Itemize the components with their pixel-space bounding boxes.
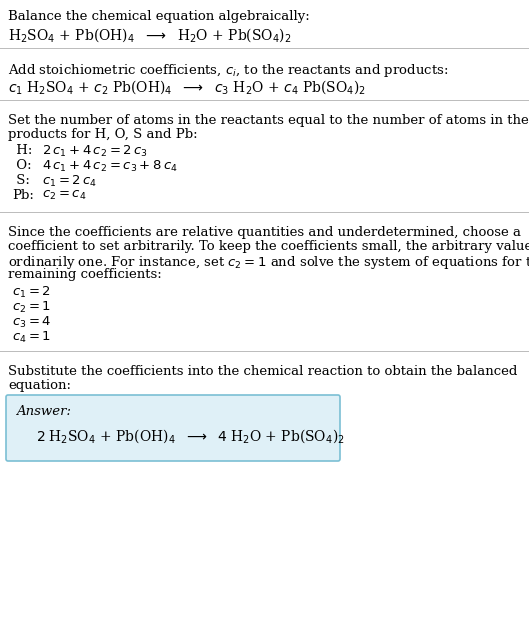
Text: $c_1 = 2$: $c_1 = 2$: [12, 285, 51, 300]
Text: $c_3 = 4$: $c_3 = 4$: [12, 315, 51, 330]
Text: O:: O:: [12, 159, 32, 172]
Text: $c_1$ H$_2$SO$_4$ + $c_2$ Pb(OH)$_4$  $\longrightarrow$  $c_3$ H$_2$O + $c_4$ Pb: $c_1$ H$_2$SO$_4$ + $c_2$ Pb(OH)$_4$ $\l…: [8, 78, 366, 96]
Text: $c_2 = c_4$: $c_2 = c_4$: [42, 189, 86, 202]
Text: $2\;$H$_2$SO$_4$ + Pb(OH)$_4$  $\longrightarrow$  $4\;$H$_2$O + Pb(SO$_4$)$_2$: $2\;$H$_2$SO$_4$ + Pb(OH)$_4$ $\longrigh…: [36, 427, 345, 445]
Text: $2\,c_1 + 4\,c_2 = 2\,c_3$: $2\,c_1 + 4\,c_2 = 2\,c_3$: [42, 144, 148, 159]
Text: H$_2$SO$_4$ + Pb(OH)$_4$  $\longrightarrow$  H$_2$O + Pb(SO$_4$)$_2$: H$_2$SO$_4$ + Pb(OH)$_4$ $\longrightarro…: [8, 26, 291, 44]
Text: remaining coefficients:: remaining coefficients:: [8, 268, 162, 281]
Text: H:: H:: [12, 144, 32, 157]
Text: coefficient to set arbitrarily. To keep the coefficients small, the arbitrary va: coefficient to set arbitrarily. To keep …: [8, 240, 529, 253]
Text: $c_2 = 1$: $c_2 = 1$: [12, 300, 51, 315]
Text: equation:: equation:: [8, 379, 71, 392]
Text: ordinarily one. For instance, set $c_2 = 1$ and solve the system of equations fo: ordinarily one. For instance, set $c_2 =…: [8, 254, 529, 271]
Text: $4\,c_1 + 4\,c_2 = c_3 + 8\,c_4$: $4\,c_1 + 4\,c_2 = c_3 + 8\,c_4$: [42, 159, 178, 174]
Text: Add stoichiometric coefficients, $c_i$, to the reactants and products:: Add stoichiometric coefficients, $c_i$, …: [8, 62, 449, 79]
Text: $c_1 = 2\,c_4$: $c_1 = 2\,c_4$: [42, 174, 97, 189]
Text: Set the number of atoms in the reactants equal to the number of atoms in the: Set the number of atoms in the reactants…: [8, 114, 529, 127]
Text: Substitute the coefficients into the chemical reaction to obtain the balanced: Substitute the coefficients into the che…: [8, 365, 517, 378]
FancyBboxPatch shape: [6, 395, 340, 461]
Text: products for H, O, S and Pb:: products for H, O, S and Pb:: [8, 128, 198, 141]
Text: Answer:: Answer:: [16, 405, 71, 418]
Text: S:: S:: [12, 174, 30, 187]
Text: Since the coefficients are relative quantities and underdetermined, choose a: Since the coefficients are relative quan…: [8, 226, 521, 239]
Text: Balance the chemical equation algebraically:: Balance the chemical equation algebraica…: [8, 10, 310, 23]
Text: Pb:: Pb:: [12, 189, 34, 202]
Text: $c_4 = 1$: $c_4 = 1$: [12, 330, 51, 345]
